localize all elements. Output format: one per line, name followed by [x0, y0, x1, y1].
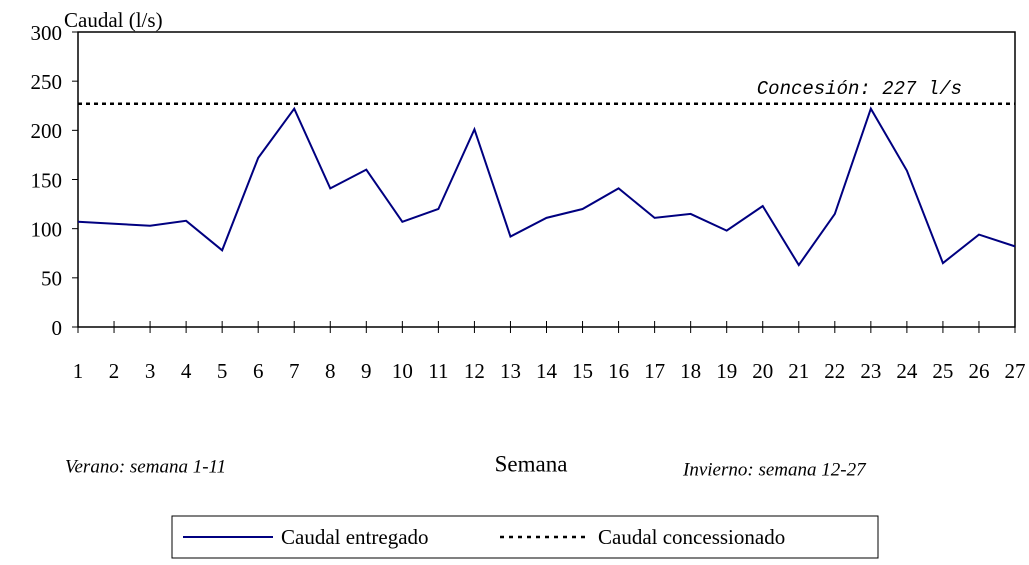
x-tick-label: 23 [860, 359, 881, 383]
x-tick-label: 27 [1005, 359, 1026, 383]
y-tick-label: 300 [31, 21, 63, 45]
x-tick-label: 1 [73, 359, 84, 383]
x-tick-label: 24 [896, 359, 918, 383]
x-tick-label: 15 [572, 359, 593, 383]
annotation: Invierno: semana 12-27 [682, 459, 867, 480]
legend-label: Caudal concessionado [598, 525, 785, 549]
y-axis-label: Caudal (l/s) [64, 8, 163, 32]
y-tick-label: 200 [31, 119, 63, 143]
x-tick-label: 12 [464, 359, 485, 383]
x-tick-label: 20 [752, 359, 773, 383]
x-tick-label: 11 [428, 359, 448, 383]
x-tick-label: 5 [217, 359, 228, 383]
x-tick-label: 7 [289, 359, 300, 383]
x-tick-label: 8 [325, 359, 336, 383]
x-tick-label: 18 [680, 359, 701, 383]
y-tick-label: 150 [31, 168, 63, 192]
x-tick-label: 16 [608, 359, 629, 383]
y-tick-label: 250 [31, 70, 63, 94]
x-tick-label: 25 [932, 359, 953, 383]
x-tick-label: 22 [824, 359, 845, 383]
x-tick-label: 19 [716, 359, 737, 383]
x-tick-label: 6 [253, 359, 264, 383]
x-tick-label: 3 [145, 359, 156, 383]
x-tick-label: 4 [181, 359, 192, 383]
x-tick-label: 17 [644, 359, 665, 383]
x-tick-label: 13 [500, 359, 521, 383]
y-tick-label: 100 [31, 217, 63, 241]
annotation: Verano: semana 1-11 [65, 456, 226, 477]
x-axis-label: Semana [495, 451, 568, 476]
x-tick-label: 9 [361, 359, 372, 383]
x-tick-label: 21 [788, 359, 809, 383]
y-tick-label: 50 [41, 267, 62, 291]
x-tick-label: 14 [536, 359, 558, 383]
reference-label: Concesión: 227 l/s [757, 78, 962, 100]
x-tick-label: 26 [968, 359, 989, 383]
x-tick-label: 2 [109, 359, 120, 383]
x-tick-label: 10 [392, 359, 413, 383]
plot-frame [77, 31, 1016, 328]
data-line [77, 106, 1016, 267]
legend-label: Caudal entregado [281, 525, 429, 549]
y-tick-label: 0 [52, 316, 63, 340]
legend [171, 515, 879, 559]
